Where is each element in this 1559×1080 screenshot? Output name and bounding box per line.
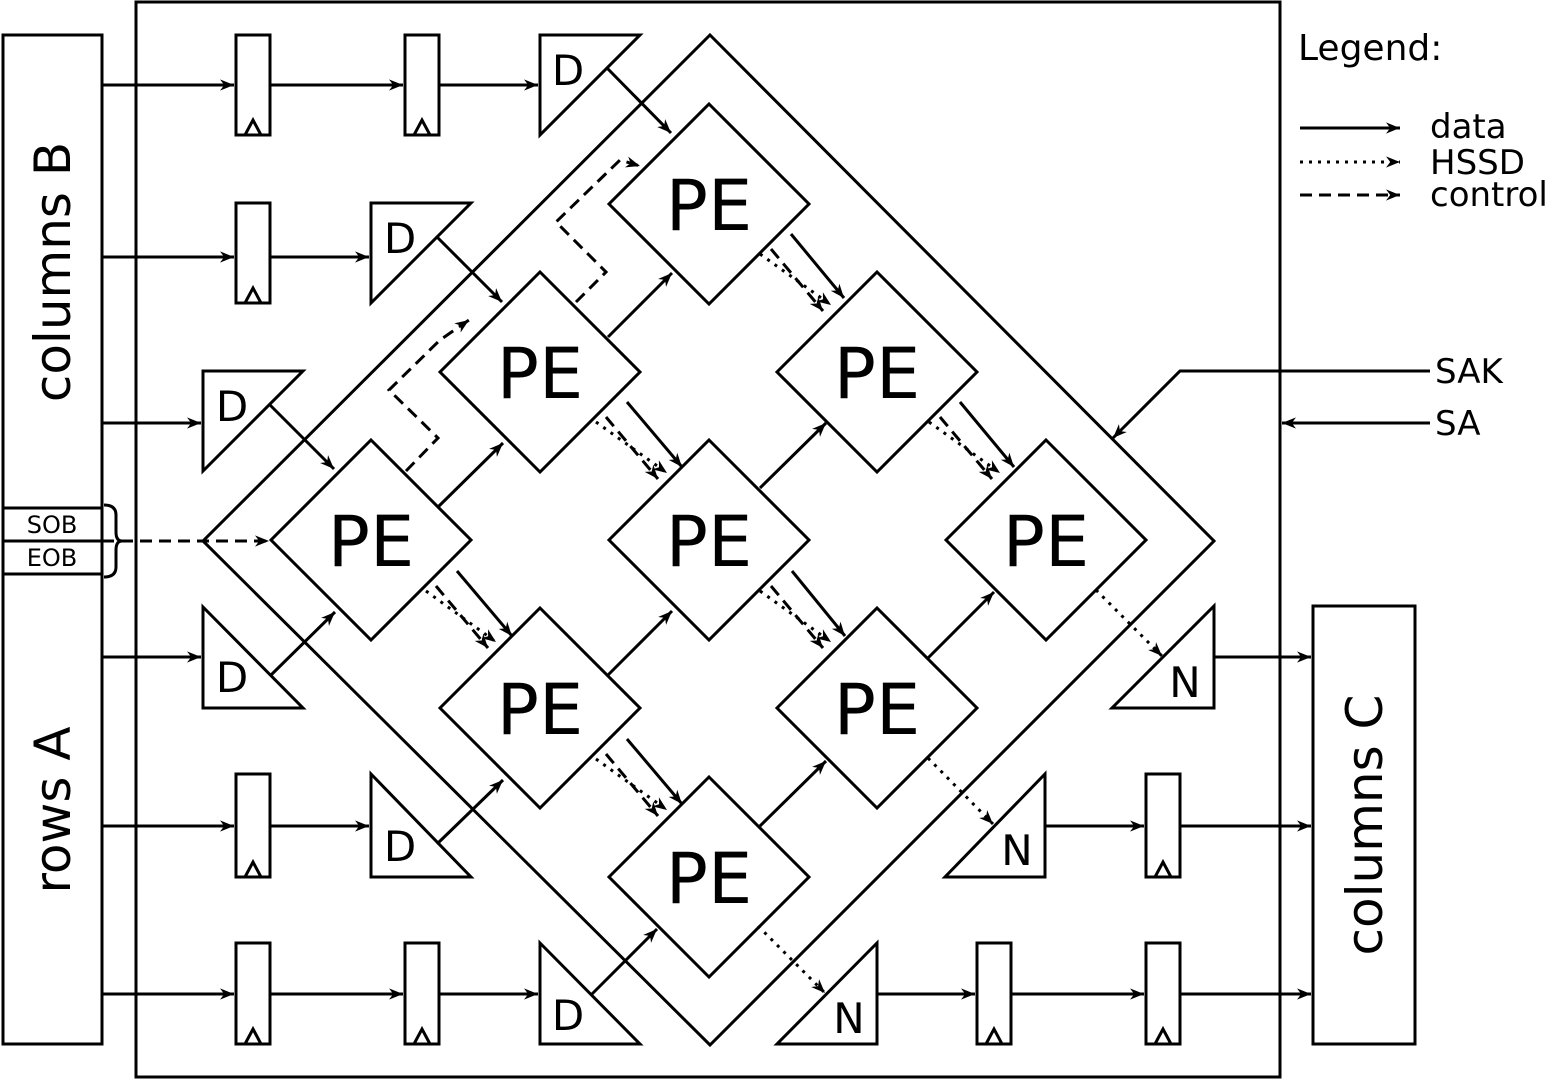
labels: Legend: data HSSD control SAK SA SOB EOB…	[24, 28, 1548, 955]
delay-elements	[201, 33, 644, 1046]
n-label-2: N	[833, 994, 864, 1043]
delay-label-5: D	[552, 991, 584, 1040]
delay-label-3: D	[216, 653, 248, 702]
sak-label: SAK	[1435, 352, 1504, 392]
columns-c-block	[1311, 604, 1417, 1046]
data-lines	[102, 66, 1430, 1000]
sob-label: SOB	[27, 511, 78, 539]
pe-cell-0-2	[606, 101, 812, 307]
pe-label-0: PE	[328, 501, 414, 583]
pe-cell-0-1	[437, 269, 643, 475]
delay-labels: D D D D D D	[216, 46, 584, 1040]
pe-cell-1-1	[606, 437, 812, 643]
pe-cell-2-0	[606, 774, 812, 980]
pe-label-7: PE	[834, 669, 920, 751]
sa-label: SA	[1435, 404, 1480, 444]
array-boundary	[134, 0, 1282, 1079]
pe-cell-0-0	[268, 437, 474, 643]
pe-label-1: PE	[497, 333, 583, 415]
pe-label-6: PE	[666, 838, 752, 920]
pe-label-4: PE	[666, 501, 752, 583]
pe-grid	[268, 101, 1149, 980]
legend-title: Legend:	[1298, 28, 1442, 69]
rows-a-label: rows A	[24, 726, 82, 893]
delay-label-2: D	[216, 382, 248, 431]
array-diamond	[200, 32, 1217, 1048]
pe-labels: PE PE PE PE PE PE PE PE PE	[328, 165, 1089, 920]
pe-label-5: PE	[834, 333, 920, 415]
n-label-1: N	[1001, 826, 1032, 875]
legend-hssd-label: HSSD	[1430, 143, 1525, 183]
hssd-lines	[425, 156, 1400, 995]
pe-cell-1-2	[774, 269, 980, 475]
pe-cell-1-0	[437, 605, 643, 811]
columns-b-label: columns B	[24, 142, 82, 402]
pe-label-3: PE	[497, 669, 583, 751]
delay-label-1: D	[384, 214, 416, 263]
columns-c-label: columns C	[1336, 695, 1394, 956]
legend-control-label: control	[1430, 175, 1548, 215]
pe-label-8: PE	[1003, 501, 1089, 583]
pe-cell-2-2	[943, 437, 1149, 643]
n-label-0: N	[1169, 658, 1200, 707]
delay-label-4: D	[384, 822, 416, 871]
sob-eob-brace	[103, 503, 123, 579]
pe-label-2: PE	[666, 165, 752, 247]
eob-label: EOB	[27, 544, 78, 572]
pe-cell-2-1	[774, 605, 980, 811]
legend-data-label: data	[1430, 107, 1507, 147]
n-labels: N N N	[833, 658, 1200, 1043]
delay-label-0: D	[552, 46, 584, 95]
